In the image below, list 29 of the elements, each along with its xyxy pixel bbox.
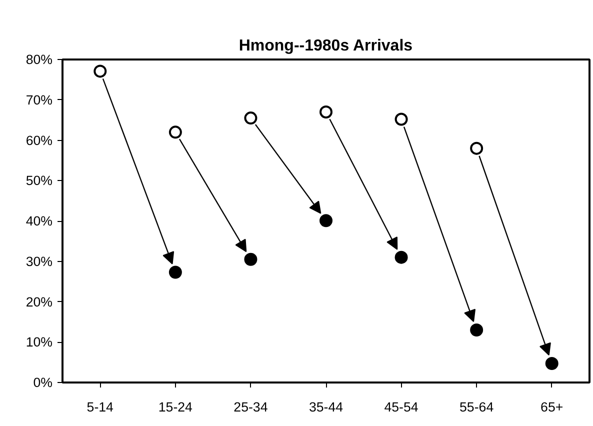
x-tick-label: 15-24: [158, 400, 194, 414]
x-tick-label: 35-44: [308, 400, 344, 414]
point: [320, 106, 332, 118]
point: [168, 266, 182, 279]
point: [94, 64, 107, 78]
x-tick-label: 5-14: [86, 400, 114, 414]
x-tick-label: 65+: [540, 400, 564, 414]
x-tick-label: 55-64: [460, 400, 494, 414]
y-tick-label: 40%: [26, 214, 53, 228]
y-tick-label: 80%: [26, 52, 53, 67]
point: [470, 142, 484, 155]
point: [320, 214, 332, 228]
point: [244, 112, 258, 125]
point: [545, 357, 558, 370]
y-tick-label: 0%: [33, 375, 53, 390]
point: [394, 112, 408, 126]
y-tick-label: 20%: [26, 294, 53, 310]
y-tick-label: 70%: [26, 92, 53, 108]
point: [470, 324, 484, 336]
chart-title: Hmong--1980s Arrivals: [238, 38, 413, 54]
point: [168, 126, 182, 139]
y-tick-label: 30%: [26, 254, 53, 269]
x-tick-label: 25-34: [234, 400, 268, 414]
x-tick-label: 45-54: [384, 400, 419, 414]
point: [394, 250, 408, 264]
y-tick-label: 50%: [26, 173, 53, 188]
y-tick-label: 60%: [26, 132, 53, 148]
y-tick-label: 10%: [26, 334, 53, 350]
point: [244, 252, 258, 266]
